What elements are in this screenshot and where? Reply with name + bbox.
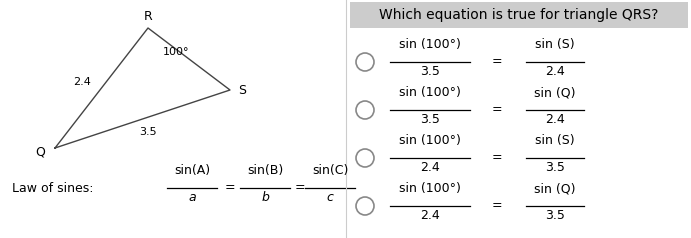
- Text: sin(B): sin(B): [247, 164, 283, 177]
- Text: sin (S): sin (S): [536, 134, 575, 147]
- Text: sin (100°): sin (100°): [399, 86, 461, 99]
- Text: =: =: [492, 55, 502, 69]
- Text: 3.5: 3.5: [139, 127, 157, 137]
- Text: =: =: [492, 104, 502, 116]
- Text: 2.4: 2.4: [545, 65, 565, 78]
- Text: =: =: [492, 152, 502, 164]
- Text: sin (100°): sin (100°): [399, 134, 461, 147]
- Text: c: c: [327, 191, 334, 204]
- Text: =: =: [225, 182, 236, 194]
- Text: 2.4: 2.4: [420, 209, 440, 222]
- Text: R: R: [144, 10, 153, 23]
- Text: Which equation is true for triangle QRS?: Which equation is true for triangle QRS?: [379, 8, 659, 22]
- Text: 2.4: 2.4: [420, 161, 440, 174]
- Text: sin (Q): sin (Q): [534, 86, 576, 99]
- FancyBboxPatch shape: [350, 2, 688, 28]
- Text: sin (100°): sin (100°): [399, 182, 461, 195]
- Text: sin (Q): sin (Q): [534, 182, 576, 195]
- Text: 3.5: 3.5: [420, 113, 440, 126]
- Text: Q: Q: [35, 145, 45, 159]
- Text: 100°: 100°: [163, 47, 189, 57]
- Text: b: b: [261, 191, 269, 204]
- Text: 3.5: 3.5: [545, 209, 565, 222]
- Text: 2.4: 2.4: [545, 113, 565, 126]
- Text: sin(C): sin(C): [312, 164, 348, 177]
- Text: sin (100°): sin (100°): [399, 38, 461, 51]
- Text: 3.5: 3.5: [545, 161, 565, 174]
- Text: =: =: [492, 199, 502, 213]
- Text: sin(A): sin(A): [174, 164, 210, 177]
- Text: sin (S): sin (S): [536, 38, 575, 51]
- Text: 3.5: 3.5: [420, 65, 440, 78]
- Text: S: S: [238, 84, 246, 96]
- Text: a: a: [188, 191, 196, 204]
- Text: 2.4: 2.4: [73, 77, 91, 87]
- Text: Law of sines:: Law of sines:: [12, 182, 93, 194]
- Text: =: =: [294, 182, 305, 194]
